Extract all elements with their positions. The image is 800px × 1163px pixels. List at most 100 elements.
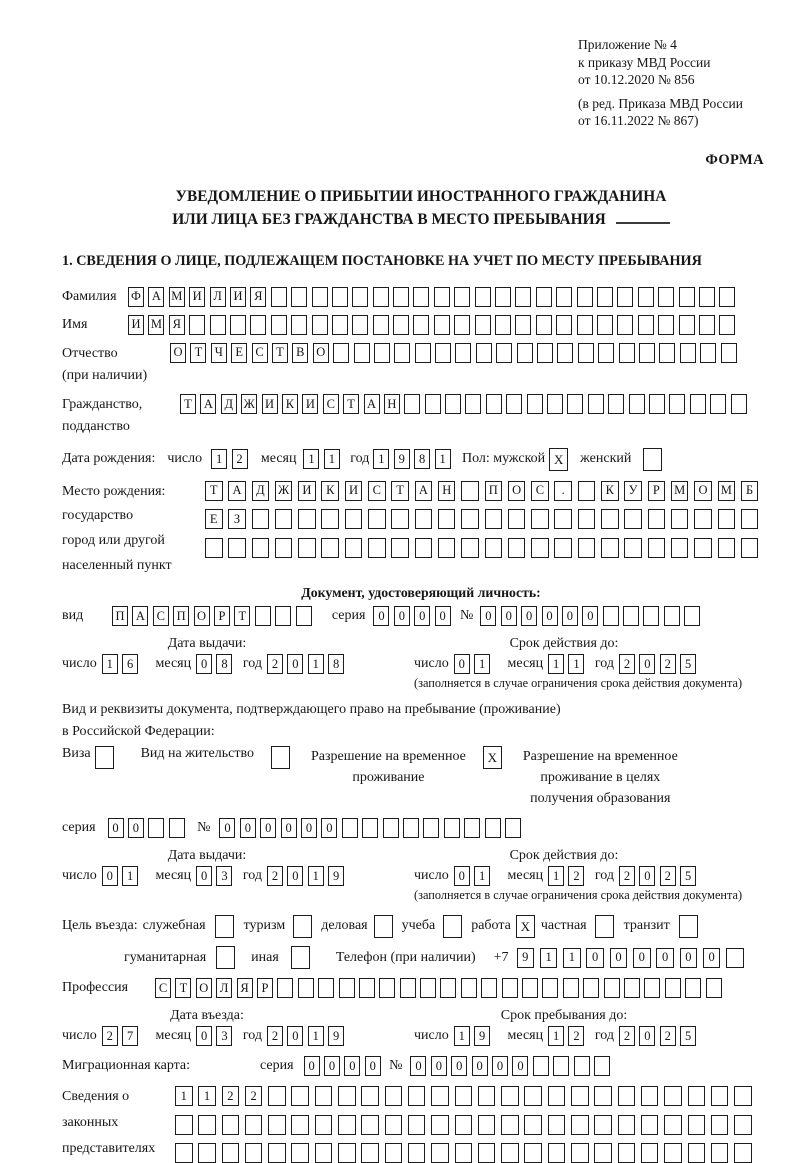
form-cell[interactable] xyxy=(291,1114,309,1135)
form-cell[interactable] xyxy=(485,394,502,415)
form-cell[interactable] xyxy=(532,1056,549,1077)
form-cell[interactable] xyxy=(598,342,615,363)
form-cell[interactable] xyxy=(414,537,433,558)
form-cell[interactable] xyxy=(678,286,695,307)
form-cell[interactable] xyxy=(407,1086,426,1107)
form-cell[interactable]: О xyxy=(694,480,712,501)
form-cell[interactable]: 0 xyxy=(656,947,674,968)
form-cell[interactable]: 0 xyxy=(323,1056,340,1077)
form-cell[interactable]: 0 xyxy=(609,947,628,968)
form-cell[interactable] xyxy=(270,746,290,770)
form-cell[interactable]: 0 xyxy=(434,606,451,627)
form-cell[interactable] xyxy=(556,314,573,335)
form-cell[interactable]: Р xyxy=(647,480,666,501)
form-cell[interactable]: И xyxy=(128,314,144,335)
form-cell[interactable]: 0 xyxy=(321,818,338,839)
form-cell[interactable]: Ф xyxy=(128,286,144,307)
form-cell[interactable]: К xyxy=(601,480,619,501)
form-cell[interactable] xyxy=(431,1086,449,1107)
form-cell[interactable]: 1 xyxy=(568,654,585,675)
form-cell[interactable] xyxy=(298,509,316,530)
form-cell[interactable] xyxy=(623,978,640,999)
form-cell[interactable]: Е xyxy=(231,342,248,363)
form-cell[interactable] xyxy=(658,314,675,335)
form-cell[interactable] xyxy=(594,1114,612,1135)
form-cell[interactable] xyxy=(617,1086,636,1107)
form-cell[interactable] xyxy=(726,947,744,968)
form-cell[interactable]: 0 xyxy=(512,1056,529,1077)
form-cell[interactable] xyxy=(268,1114,286,1135)
form-cell[interactable] xyxy=(515,314,532,335)
form-cell[interactable] xyxy=(637,314,654,335)
form-cell[interactable]: 1 xyxy=(563,947,581,968)
form-cell[interactable] xyxy=(670,509,689,530)
form-cell[interactable]: Т xyxy=(180,394,196,415)
form-cell[interactable] xyxy=(537,342,554,363)
form-cell[interactable]: 2 xyxy=(568,866,585,887)
form-cell[interactable] xyxy=(402,818,419,839)
form-cell[interactable]: 2 xyxy=(267,866,283,887)
form-cell[interactable] xyxy=(506,394,523,415)
form-cell[interactable] xyxy=(553,1056,570,1077)
form-cell[interactable] xyxy=(352,286,369,307)
form-cell[interactable] xyxy=(443,915,463,939)
form-cell[interactable] xyxy=(659,342,676,363)
form-cell[interactable] xyxy=(251,537,270,558)
form-cell[interactable] xyxy=(251,509,270,530)
form-cell[interactable] xyxy=(291,1143,309,1163)
form-cell[interactable] xyxy=(623,606,640,627)
form-cell[interactable]: В xyxy=(292,342,309,363)
form-cell[interactable] xyxy=(391,537,409,558)
form-cell[interactable]: 6 xyxy=(122,654,139,675)
form-cell[interactable] xyxy=(594,915,614,939)
form-cell[interactable] xyxy=(524,1143,542,1163)
form-cell[interactable]: Ч xyxy=(210,342,227,363)
form-cell[interactable]: 0 xyxy=(280,818,297,839)
form-cell[interactable]: И xyxy=(229,286,246,307)
form-cell[interactable]: 0 xyxy=(287,654,304,675)
form-cell[interactable]: А xyxy=(148,286,165,307)
form-cell[interactable]: Н xyxy=(437,480,456,501)
form-cell[interactable]: 9 xyxy=(328,866,345,887)
form-cell[interactable] xyxy=(338,1114,356,1135)
form-cell[interactable] xyxy=(501,978,518,999)
form-cell[interactable]: 0 xyxy=(639,654,656,675)
form-cell[interactable]: 0 xyxy=(364,1056,381,1077)
form-cell[interactable] xyxy=(638,342,655,363)
form-cell[interactable] xyxy=(640,1114,659,1135)
form-cell[interactable]: 7 xyxy=(122,1026,139,1047)
form-cell[interactable] xyxy=(474,286,491,307)
form-cell[interactable]: 1 xyxy=(434,449,451,470)
form-cell[interactable] xyxy=(687,1114,706,1135)
form-cell[interactable] xyxy=(391,509,409,530)
form-cell[interactable] xyxy=(413,314,430,335)
form-cell[interactable] xyxy=(475,342,492,363)
form-cell[interactable] xyxy=(361,1086,379,1107)
form-cell[interactable] xyxy=(148,818,165,839)
form-cell[interactable] xyxy=(640,1143,659,1163)
form-cell[interactable]: И xyxy=(344,480,363,501)
form-cell[interactable] xyxy=(175,1114,193,1135)
form-cell[interactable]: Л xyxy=(216,978,233,999)
form-cell[interactable] xyxy=(710,1143,729,1163)
form-cell[interactable] xyxy=(587,394,604,415)
form-cell[interactable]: 0 xyxy=(453,654,470,675)
form-cell[interactable] xyxy=(445,394,462,415)
form-cell[interactable]: 2 xyxy=(619,866,635,887)
form-cell[interactable]: 0 xyxy=(492,1056,509,1077)
form-cell[interactable]: 2 xyxy=(231,449,248,470)
form-cell[interactable] xyxy=(94,746,114,770)
form-cell[interactable] xyxy=(382,818,399,839)
form-cell[interactable]: М xyxy=(168,286,185,307)
form-cell[interactable]: И xyxy=(261,394,278,415)
form-cell[interactable] xyxy=(454,1086,473,1107)
form-cell[interactable] xyxy=(663,606,680,627)
form-cell[interactable] xyxy=(198,1114,216,1135)
form-cell[interactable] xyxy=(547,1086,566,1107)
form-cell[interactable] xyxy=(314,1143,333,1163)
form-cell[interactable] xyxy=(577,480,596,501)
form-cell[interactable] xyxy=(465,394,482,415)
form-cell[interactable] xyxy=(311,286,328,307)
form-cell[interactable] xyxy=(577,342,594,363)
form-cell[interactable] xyxy=(484,509,503,530)
